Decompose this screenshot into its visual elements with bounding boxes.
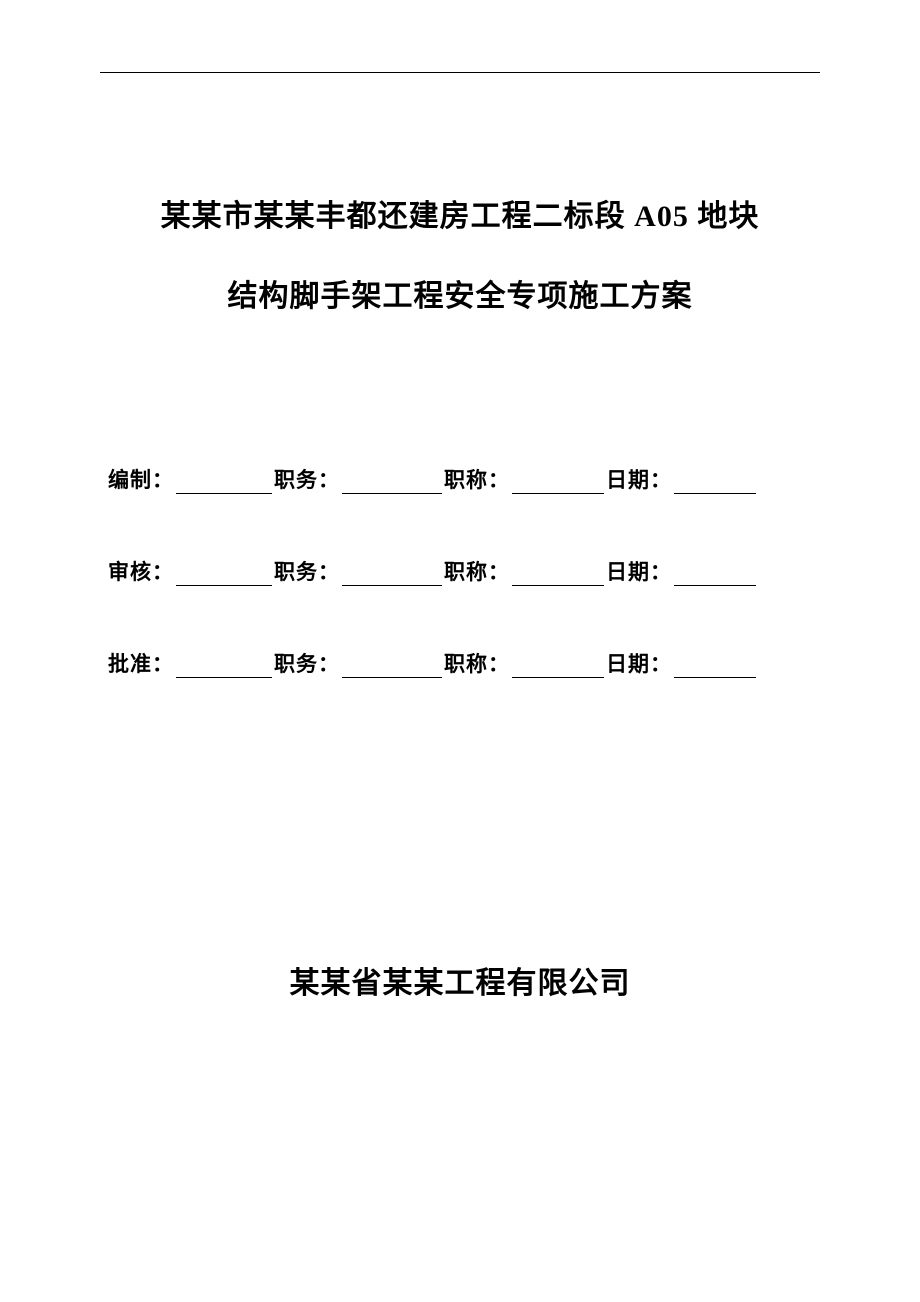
approve-role-blank (176, 656, 272, 678)
company-block: 某某省某某工程有限公司 (100, 958, 820, 1002)
approve-title-blank (512, 656, 604, 678)
company-name: 某某省某某工程有限公司 (100, 958, 820, 1002)
approve-date-blank (674, 656, 756, 678)
review-title-label: 职称： (444, 556, 510, 586)
compile-date-blank (674, 472, 756, 494)
review-position-label: 职务： (274, 556, 340, 586)
approve-date-label: 日期： (606, 648, 672, 678)
compile-date-label: 日期： (606, 464, 672, 494)
approve-title-label: 职称： (444, 648, 510, 678)
title-line-2: 结构脚手架工程安全专项施工方案 (100, 270, 820, 324)
review-title-blank (512, 564, 604, 586)
signature-block: 编制： 职务： 职称： 日期： 审核： 职务： 职称： 日期： 批准： 职务： … (100, 464, 820, 678)
approve-position-blank (342, 656, 442, 678)
compile-role-blank (176, 472, 272, 494)
document-page: 某某市某某丰都还建房工程二标段 A05 地块 结构脚手架工程安全专项施工方案 编… (0, 0, 920, 1302)
review-date-label: 日期： (606, 556, 672, 586)
title-line-1: 某某市某某丰都还建房工程二标段 A05 地块 (100, 190, 820, 244)
compile-position-label: 职务： (274, 464, 340, 494)
review-date-blank (674, 564, 756, 586)
header-rule (100, 72, 820, 73)
review-position-blank (342, 564, 442, 586)
signature-row-compile: 编制： 职务： 职称： 日期： (108, 464, 812, 494)
compile-title-blank (512, 472, 604, 494)
signature-row-review: 审核： 职务： 职称： 日期： (108, 556, 812, 586)
compile-role-label: 编制： (108, 464, 174, 494)
signature-row-approve: 批准： 职务： 职称： 日期： (108, 648, 812, 678)
compile-position-blank (342, 472, 442, 494)
approve-role-label: 批准： (108, 648, 174, 678)
compile-title-label: 职称： (444, 464, 510, 494)
approve-position-label: 职务： (274, 648, 340, 678)
title-block: 某某市某某丰都还建房工程二标段 A05 地块 结构脚手架工程安全专项施工方案 (100, 190, 820, 324)
review-role-label: 审核： (108, 556, 174, 586)
review-role-blank (176, 564, 272, 586)
